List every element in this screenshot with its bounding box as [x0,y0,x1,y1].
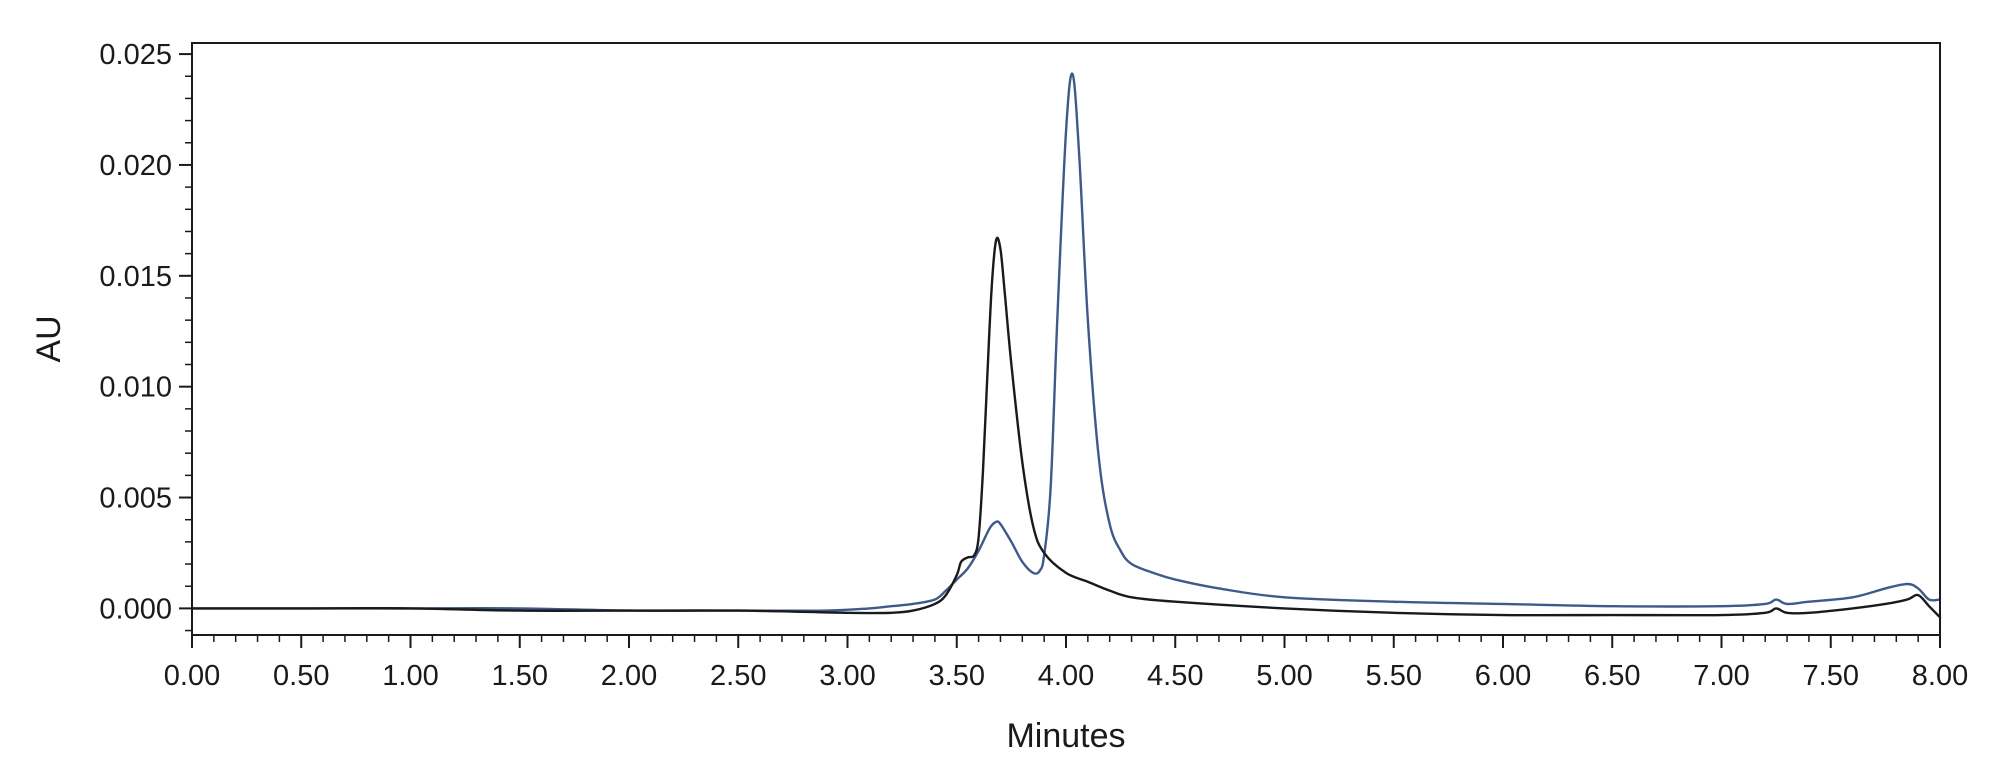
x-tick-label: 8.00 [1912,660,1968,692]
x-axis: 0.00 0.50 1.00 1.50 2.00 2.50 3.00 3.50 4.00 4.50… [164,635,1968,692]
x-tick-label: 2.50 [710,660,766,692]
x-tick-label: 4.00 [1038,660,1094,692]
y-tick-label: 0.010 [99,372,172,404]
x-tick-label: 0.00 [164,660,220,692]
x-tick-label: 3.50 [929,660,985,692]
x-tick-label: 0.50 [273,660,329,692]
x-tick-label: 5.50 [1366,660,1422,692]
x-tick-label: 1.00 [382,660,438,692]
x-tick-label: 2.00 [601,660,657,692]
y-axis: 0.000 0.005 0.010 0.015 0.020 0.025 [99,39,192,632]
y-tick-label: 0.000 [99,593,172,625]
x-tick-label: 6.00 [1475,660,1531,692]
y-axis-title: AU [30,315,68,362]
x-tick-label: 7.00 [1693,660,1749,692]
y-tick-label: 0.005 [99,483,172,515]
x-tick-label: 6.50 [1584,660,1640,692]
y-tick-label: 0.025 [99,39,172,71]
series-line-2 [190,236,1942,619]
x-tick-label: 7.50 [1803,660,1859,692]
x-tick-label: 5.00 [1256,660,1312,692]
x-axis-title: Minutes [1006,717,1125,755]
series-layer [190,72,1942,619]
x-tick-label: 4.50 [1147,660,1203,692]
x-tick-label: 3.00 [819,660,875,692]
series-line-1 [190,72,1942,612]
x-tick-label: 1.50 [492,660,548,692]
y-tick-label: 0.015 [99,261,172,293]
y-tick-label: 0.020 [99,150,172,182]
